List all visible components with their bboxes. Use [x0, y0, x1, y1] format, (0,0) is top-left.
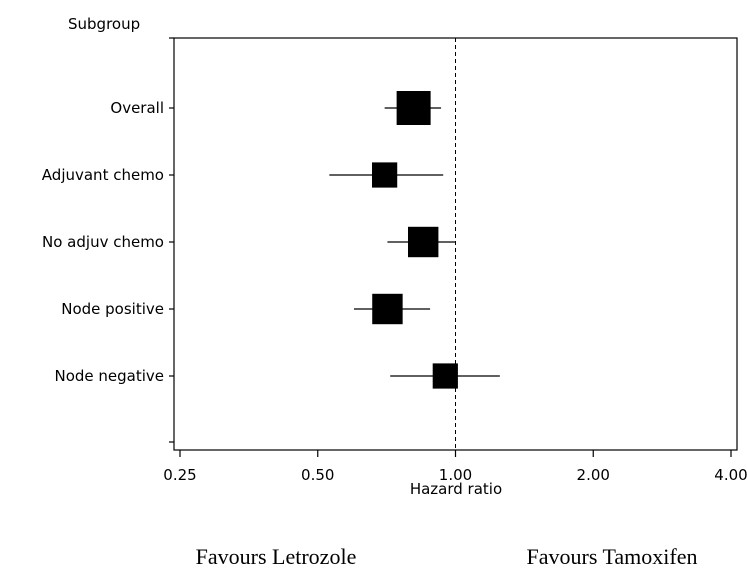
y-axis-title: Subgroup	[68, 15, 140, 33]
x-tick-label: 4.00	[714, 466, 747, 484]
x-axis-title: Hazard ratio	[410, 480, 502, 498]
x-tick-label: 0.25	[163, 466, 196, 484]
x-tick-label: 2.00	[577, 466, 610, 484]
x-tick-label: 1.00	[439, 466, 472, 484]
x-tick-label: 0.50	[301, 466, 334, 484]
favours-left-label: Favours Letrozole	[196, 544, 357, 569]
point-estimate	[396, 91, 431, 125]
subgroup-label: Node negative	[54, 367, 164, 385]
subgroup-label: Adjuvant chemo	[42, 166, 164, 184]
point-estimate	[432, 363, 458, 389]
point-estimate	[372, 293, 403, 325]
favours-right-label: Favours Tamoxifen	[527, 544, 698, 569]
point-estimate	[407, 226, 439, 258]
subgroup-label: No adjuv chemo	[42, 233, 164, 251]
point-estimate	[372, 162, 398, 188]
subgroup-label: Overall	[110, 99, 164, 117]
subgroup-label: Node positive	[61, 300, 164, 318]
